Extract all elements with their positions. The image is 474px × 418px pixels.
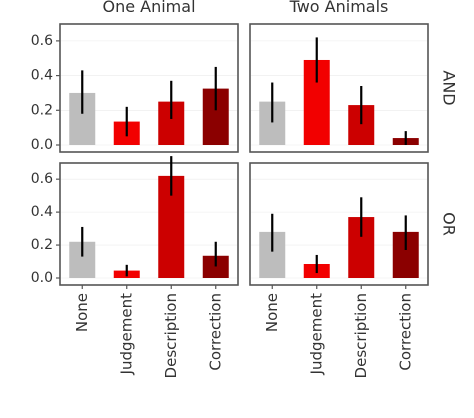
facet-row-title-or: OR (440, 212, 459, 236)
facet-title-one-animal: One Animal (102, 0, 195, 16)
x-tick-label-judgement: Judgement (307, 293, 325, 376)
y-tick-label: 0.0 (31, 270, 53, 286)
y-tick-label: 0.0 (31, 137, 53, 153)
x-tick-label-correction: Correction (206, 293, 224, 371)
y-tick-label: 0.4 (31, 204, 53, 220)
y-tick-label: 0.2 (31, 237, 53, 253)
y-tick-label: 0.6 (31, 33, 53, 49)
bar-correction (202, 255, 229, 278)
y-tick-label: 0.2 (31, 102, 53, 118)
x-tick-label-judgement: Judgement (117, 293, 135, 376)
facet-title-two-animals: Two Animals (289, 0, 389, 16)
y-tick-label: 0.4 (31, 68, 53, 84)
x-tick-label-description: Description (352, 293, 370, 378)
x-tick-label-none: None (263, 293, 281, 332)
x-tick-label-description: Description (162, 293, 180, 378)
x-tick-label-correction: Correction (396, 293, 414, 371)
facet-row-title-and: AND (440, 70, 459, 105)
x-tick-label-none: None (73, 293, 91, 332)
y-tick-label: 0.6 (31, 171, 53, 187)
